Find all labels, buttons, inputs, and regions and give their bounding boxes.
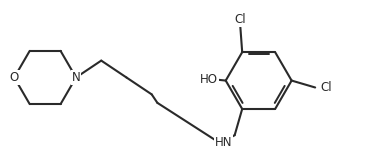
Text: HO: HO xyxy=(200,73,218,86)
Text: N: N xyxy=(72,71,81,84)
Text: Cl: Cl xyxy=(234,13,246,26)
Text: HN: HN xyxy=(215,136,232,149)
Text: O: O xyxy=(9,71,19,84)
Text: Cl: Cl xyxy=(321,81,332,94)
